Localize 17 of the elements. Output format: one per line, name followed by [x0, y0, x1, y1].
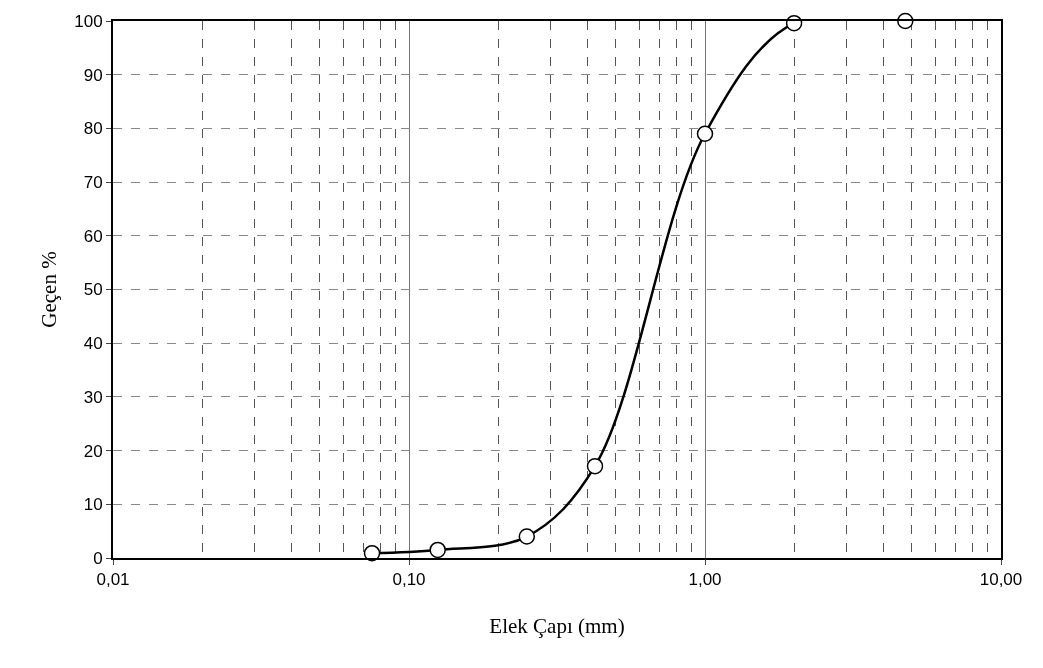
y-tick-label: 70: [83, 173, 103, 193]
y-tick-label: 40: [83, 334, 103, 354]
x-tick-label: 0,10: [392, 570, 426, 590]
y-tick-label: 80: [83, 119, 103, 139]
y-tick-label: 100: [74, 11, 103, 31]
y-tick-label: 90: [83, 65, 103, 85]
x-tick-label: 10,00: [979, 570, 1023, 590]
y-axis-title: Geçen %: [36, 251, 61, 328]
y-tick-label: 20: [83, 441, 103, 461]
x-tick-label: 0,01: [96, 570, 130, 590]
x-tick-label: 1,00: [688, 570, 722, 590]
x-axis-title: Elek Çapı (mm): [489, 614, 625, 639]
y-tick-label: 60: [83, 226, 103, 246]
y-tick-label: 30: [83, 387, 103, 407]
y-tick-label: 0: [93, 548, 103, 568]
y-tick-label: 10: [83, 495, 103, 515]
y-tick-label: 50: [83, 280, 103, 300]
